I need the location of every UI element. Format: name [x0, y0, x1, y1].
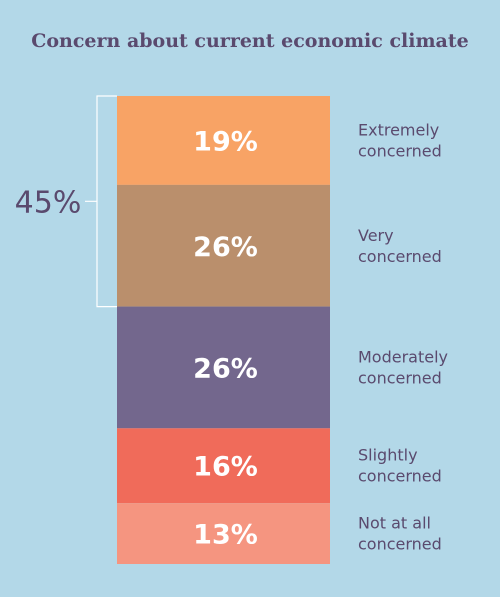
data-label: 26% — [193, 232, 258, 263]
data-label: 19% — [193, 126, 258, 157]
category-label: Moderately concerned — [358, 347, 448, 387]
bar-segment — [117, 428, 330, 504]
category-label: Extremely concerned — [358, 120, 442, 160]
bar-segment — [117, 184, 330, 307]
data-label: 13% — [193, 520, 258, 551]
bar-segment — [117, 503, 330, 564]
chart-title: Concern about current economic climate — [31, 30, 469, 52]
data-label: 16% — [193, 452, 258, 483]
bar-segment — [117, 306, 330, 429]
category-label: Not at all concerned — [358, 514, 442, 554]
bracket — [85, 95, 117, 308]
bracket-total-label: 45% — [15, 185, 82, 220]
bar-segment — [117, 96, 330, 185]
data-label: 26% — [193, 353, 258, 384]
category-label: Slightly concerned — [358, 446, 442, 486]
category-label: Very concerned — [358, 226, 442, 266]
